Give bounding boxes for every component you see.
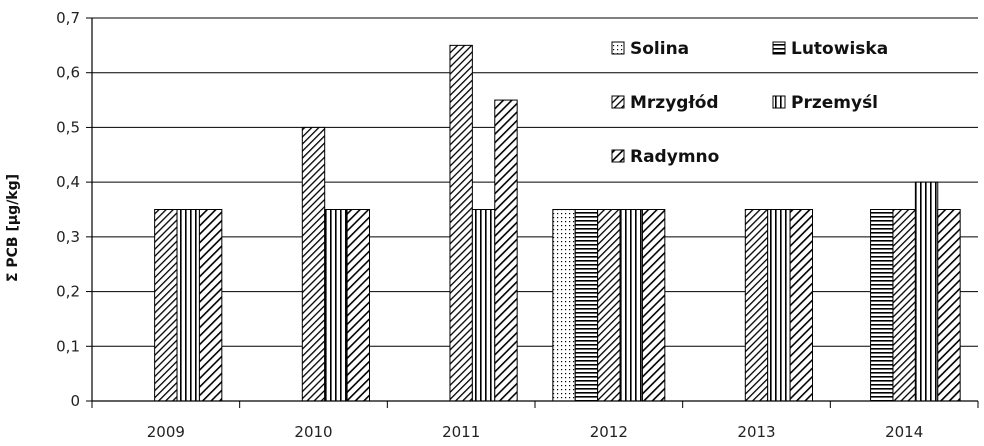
y-tick-labels: 0 0,1 0,2 0,3 0,4 0,5 0,6 0,7 — [56, 9, 80, 410]
bars — [154, 44, 961, 402]
bar-solina-2012 — [552, 209, 576, 402]
legend-item-radymno: Radymno — [611, 147, 719, 167]
y-tick-label: 0 — [70, 392, 80, 410]
bar-mrzygłód-2012 — [597, 209, 621, 402]
bar-przemyśl-2010 — [324, 209, 348, 402]
y-tick-label: 0,3 — [56, 228, 80, 246]
x-tick-label: 2009 — [147, 423, 185, 441]
legend-item-solina: Solina — [611, 39, 689, 59]
bar-radymno-2014 — [937, 209, 961, 402]
y-tick-label: 0,2 — [56, 283, 80, 301]
x-tick-label: 2012 — [590, 423, 628, 441]
bar-przemyśl-2014 — [914, 181, 939, 402]
legend-label: Lutowiska — [791, 39, 888, 59]
bar-lutowiska-2014 — [870, 209, 894, 402]
bar-mrzygłód-2010 — [301, 126, 326, 402]
legend-item-przemyśl: Przemyśl — [772, 93, 878, 113]
bar-radymno-2013 — [789, 209, 813, 402]
bar-mrzygłód-2011 — [449, 44, 473, 402]
bar-przemyśl-2011 — [471, 209, 496, 402]
x-tick-label: 2014 — [885, 423, 923, 441]
legend-swatch — [611, 149, 625, 163]
y-tick-label: 0,4 — [56, 173, 80, 191]
y-axis-label: Σ PCB [μg/kg] — [5, 174, 21, 282]
bar-radymno-2011 — [494, 99, 518, 402]
legend-item-mrzygłód: Mrzygłód — [611, 93, 719, 113]
legend-label: Przemyśl — [791, 93, 878, 113]
legend-swatch — [611, 95, 625, 109]
grid-lines — [92, 17, 978, 347]
bar-mrzygłód-2014 — [892, 209, 916, 402]
bar-przemyśl-2012 — [619, 209, 643, 402]
y-tick-label: 0,5 — [56, 118, 80, 136]
bar-radymno-2010 — [346, 209, 371, 402]
legend-item-lutowiska: Lutowiska — [772, 39, 888, 59]
legend-swatch — [772, 41, 786, 55]
y-tick-label: 0,6 — [56, 64, 80, 82]
legend-label: Solina — [630, 39, 689, 59]
x-tick-labels: 2009 2010 2011 2012 2013 2014 — [147, 423, 924, 441]
legend-label: Radymno — [630, 147, 719, 167]
bar-przemyśl-2013 — [767, 209, 791, 402]
bar-radymno-2012 — [641, 209, 666, 402]
axes — [86, 17, 979, 408]
legend-swatch — [772, 95, 786, 109]
y-tick-label: 0,1 — [56, 337, 80, 355]
bar-przemyśl-2009 — [176, 209, 200, 402]
y-tick-label: 0,7 — [56, 9, 80, 27]
legend-label: Mrzygłód — [630, 93, 719, 113]
bar-lutowiska-2012 — [574, 209, 599, 402]
x-tick-label: 2010 — [294, 423, 332, 441]
bar-radymno-2009 — [198, 209, 223, 402]
bar-mrzygłód-2013 — [744, 209, 769, 402]
x-tick-label: 2013 — [737, 423, 775, 441]
bar-mrzygłód-2009 — [154, 209, 178, 402]
legend: Solina Lutowiska Mrzygłód Przemyśl Radymno — [611, 39, 888, 167]
legend-swatch — [611, 41, 625, 55]
x-tick-label: 2011 — [442, 423, 480, 441]
